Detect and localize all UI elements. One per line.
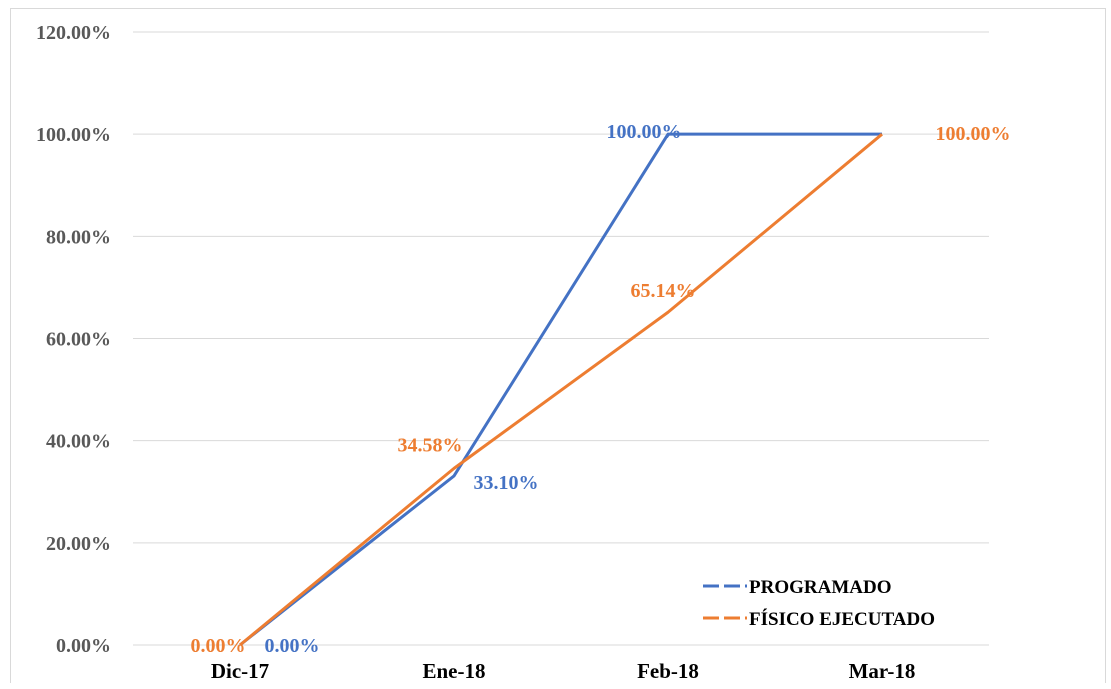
legend-label: PROGRAMADO (749, 577, 891, 598)
y-axis-ticks: 0.00% 20.00% 40.00% 60.00% 80.00% 100.00% 120.… (36, 22, 111, 657)
y-tick-label: 60.00% (46, 329, 111, 351)
x-tick-label: Feb-18 (637, 659, 699, 683)
x-tick-label: Mar-18 (849, 659, 916, 683)
legend: PROGRAMADO FÍSICO EJECUTADO (703, 577, 935, 630)
data-label: 0.00% (265, 635, 320, 657)
y-tick-label: 20.00% (46, 533, 111, 555)
data-labels: 0.00% 33.10% 100.00% 0.00% 34.58% 65.14% 100.0… (191, 121, 1011, 657)
line-chart: 0.00% 20.00% 40.00% 60.00% 80.00% 100.00% 120.… (36, 22, 1011, 683)
chart-frame: 0.00% 20.00% 40.00% 60.00% 80.00% 100.00% 120.… (10, 8, 1106, 683)
data-label: 65.14% (631, 280, 696, 302)
x-axis-ticks: Dic-17 Ene-18 Feb-18 Mar-18 (211, 659, 916, 683)
series-lines (239, 132, 883, 647)
y-tick-label: 0.00% (56, 635, 111, 657)
x-tick-label: Dic-17 (211, 659, 269, 683)
y-tick-label: 120.00% (36, 22, 111, 44)
data-label: 0.00% (191, 635, 246, 657)
legend-label: FÍSICO EJECUTADO (749, 608, 935, 630)
y-tick-label: 40.00% (46, 431, 111, 453)
y-tick-label: 80.00% (46, 226, 111, 248)
data-label: 100.00% (936, 123, 1011, 145)
series-line (239, 132, 882, 647)
gridlines (133, 31, 989, 646)
series-line (239, 133, 883, 647)
data-label: 100.00% (607, 121, 682, 143)
data-label: 33.10% (474, 472, 539, 494)
data-label: 34.58% (398, 434, 463, 456)
x-tick-label: Ene-18 (423, 659, 486, 683)
y-tick-label: 100.00% (36, 124, 111, 146)
